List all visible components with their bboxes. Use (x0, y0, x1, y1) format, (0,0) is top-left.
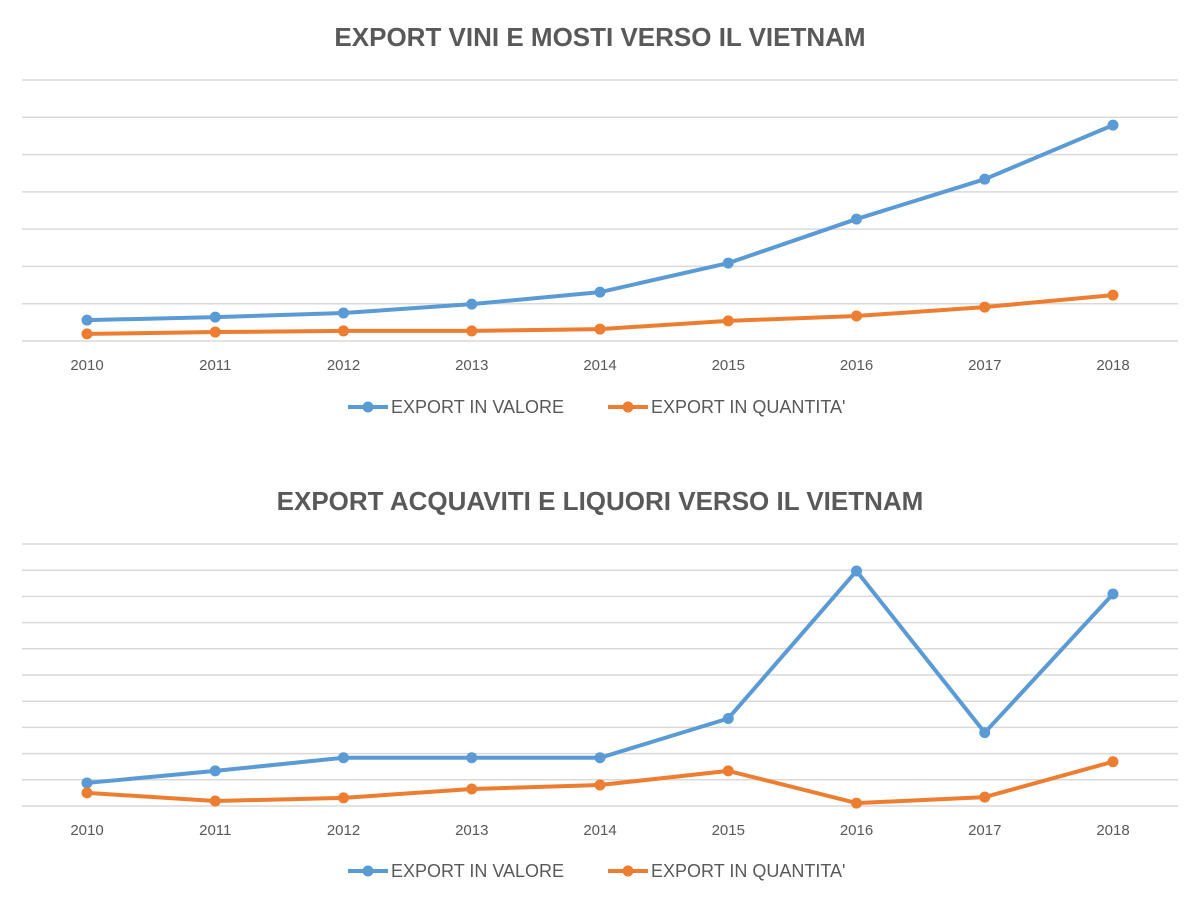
x-tick-label: 2014 (583, 357, 616, 374)
legend-label: EXPORT IN VALORE (391, 861, 564, 881)
x-tick-label: 2015 (712, 822, 745, 839)
chart-title: EXPORT VINI E MOSTI VERSO IL VIETNAM (334, 22, 865, 52)
x-tick-label: 2017 (968, 822, 1001, 839)
data-point (979, 791, 991, 803)
data-point (722, 765, 734, 777)
chart-2: EXPORT ACQUAVITI E LIQUORI VERSO IL VIET… (22, 486, 1178, 881)
chart-title: EXPORT ACQUAVITI E LIQUORI VERSO IL VIET… (277, 486, 924, 516)
x-tick-label: 2013 (455, 822, 488, 839)
data-point (1107, 756, 1119, 768)
data-point (851, 310, 862, 322)
x-tick-label: 2013 (455, 357, 488, 374)
x-tick-label: 2012 (327, 822, 360, 839)
legend-marker (362, 865, 374, 877)
data-point (81, 777, 93, 789)
data-point (979, 173, 991, 185)
data-point (81, 787, 93, 799)
data-point (594, 752, 606, 764)
x-tick-label: 2012 (327, 357, 360, 374)
data-point (81, 328, 93, 340)
data-point (466, 752, 478, 764)
chart-1: EXPORT VINI E MOSTI VERSO IL VIETNAM 2010… (22, 22, 1178, 417)
data-point (338, 752, 349, 764)
series-line (86, 568, 1115, 785)
data-point (466, 298, 478, 310)
x-tick-label: 2011 (199, 822, 231, 839)
data-point (1107, 289, 1119, 301)
x-tick-label: 2016 (840, 822, 873, 839)
data-point (466, 325, 478, 337)
x-tick-label: 2014 (583, 822, 616, 839)
data-point (979, 727, 991, 739)
data-point (209, 765, 221, 777)
data-point (722, 257, 734, 269)
data-point (81, 314, 93, 326)
data-point (209, 795, 221, 807)
data-point (594, 323, 606, 335)
data-point (338, 307, 349, 319)
data-point (209, 326, 221, 338)
data-point (466, 783, 478, 795)
x-tick-label: 2018 (1096, 822, 1129, 839)
data-point (851, 797, 862, 809)
data-point (209, 311, 221, 323)
legend-label: EXPORT IN QUANTITA' (651, 397, 845, 417)
x-tick-label: 2010 (70, 357, 103, 374)
data-point (1107, 588, 1119, 600)
data-point (594, 286, 606, 298)
data-point (722, 315, 734, 327)
data-point (851, 565, 862, 577)
data-point (1107, 119, 1119, 131)
data-point (851, 213, 862, 225)
legend-marker (622, 401, 634, 413)
data-point (338, 325, 349, 337)
legend-label: EXPORT IN VALORE (391, 397, 564, 417)
legend-marker (362, 401, 374, 413)
data-point (979, 301, 991, 313)
x-tick-label: 2015 (712, 357, 745, 374)
legend-label: EXPORT IN QUANTITA' (651, 861, 845, 881)
x-tick-label: 2017 (968, 357, 1001, 374)
x-tick-label: 2010 (70, 822, 103, 839)
x-tick-label: 2018 (1096, 357, 1129, 374)
data-point (722, 712, 734, 724)
x-tick-label: 2011 (199, 357, 231, 374)
data-point (338, 792, 349, 804)
legend-marker (622, 865, 634, 877)
x-tick-label: 2016 (840, 357, 873, 374)
data-point (594, 779, 606, 791)
